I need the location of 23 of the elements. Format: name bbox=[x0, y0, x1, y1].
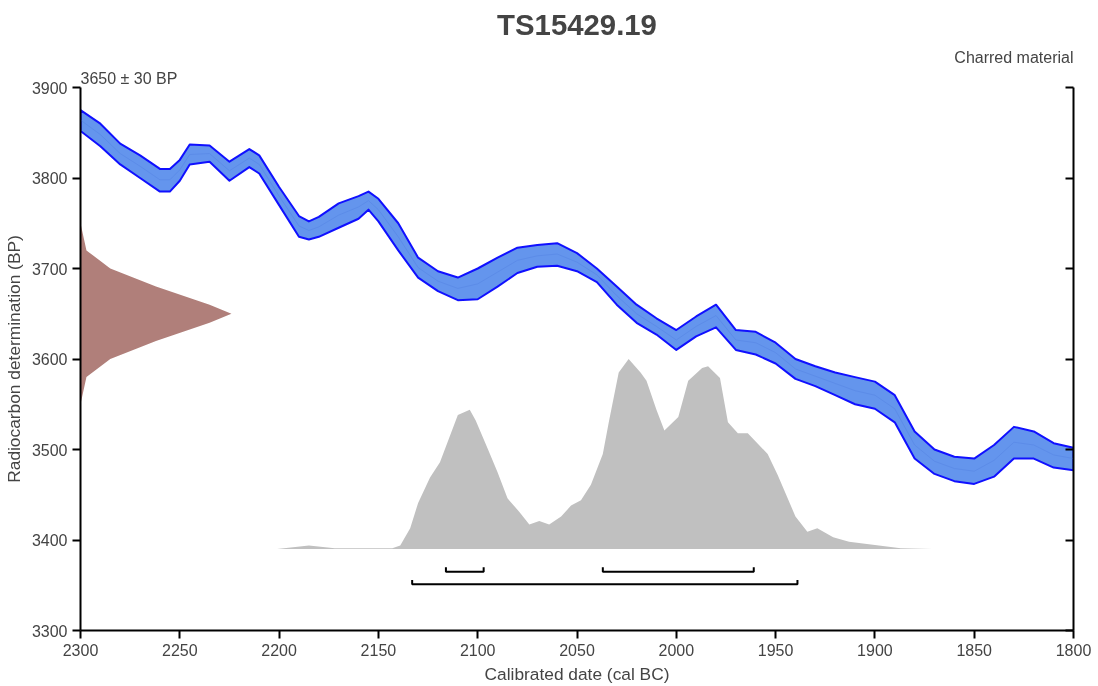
text: Charred material bbox=[954, 48, 1074, 66]
x-tick-label: 2300 bbox=[62, 641, 99, 659]
x-tick-label: 2150 bbox=[360, 641, 397, 659]
chart-title: TS15429.19 bbox=[497, 7, 657, 41]
x-tick-label: 2250 bbox=[162, 641, 198, 659]
y-tick-label: 3500 bbox=[31, 441, 68, 459]
x-tick-label: 2050 bbox=[559, 641, 595, 659]
x-tick-label: 1900 bbox=[857, 641, 893, 659]
x-tick-label: 2000 bbox=[658, 641, 695, 659]
x-tick-label: 2100 bbox=[459, 641, 496, 659]
x-tick-label: 1850 bbox=[956, 641, 993, 659]
y-tick-label: 3600 bbox=[31, 351, 68, 368]
y-tick-label: 3900 bbox=[31, 79, 68, 97]
text: 3650 ± 30 BP bbox=[80, 69, 178, 87]
y-axis-title: Radiocarbon determination (BP) bbox=[3, 235, 24, 483]
y-tick-label: 3300 bbox=[31, 622, 68, 640]
x-axis-title: Calibrated date (cal BC) bbox=[484, 663, 670, 684]
y-tick-label: 3800 bbox=[31, 170, 68, 187]
x-tick-label: 1950 bbox=[757, 641, 794, 659]
y-tick-label: 3400 bbox=[31, 532, 68, 549]
x-tick-label: 1800 bbox=[1055, 641, 1092, 659]
x-tick-label: 2200 bbox=[261, 641, 297, 659]
y-tick-label: 3700 bbox=[31, 260, 68, 278]
